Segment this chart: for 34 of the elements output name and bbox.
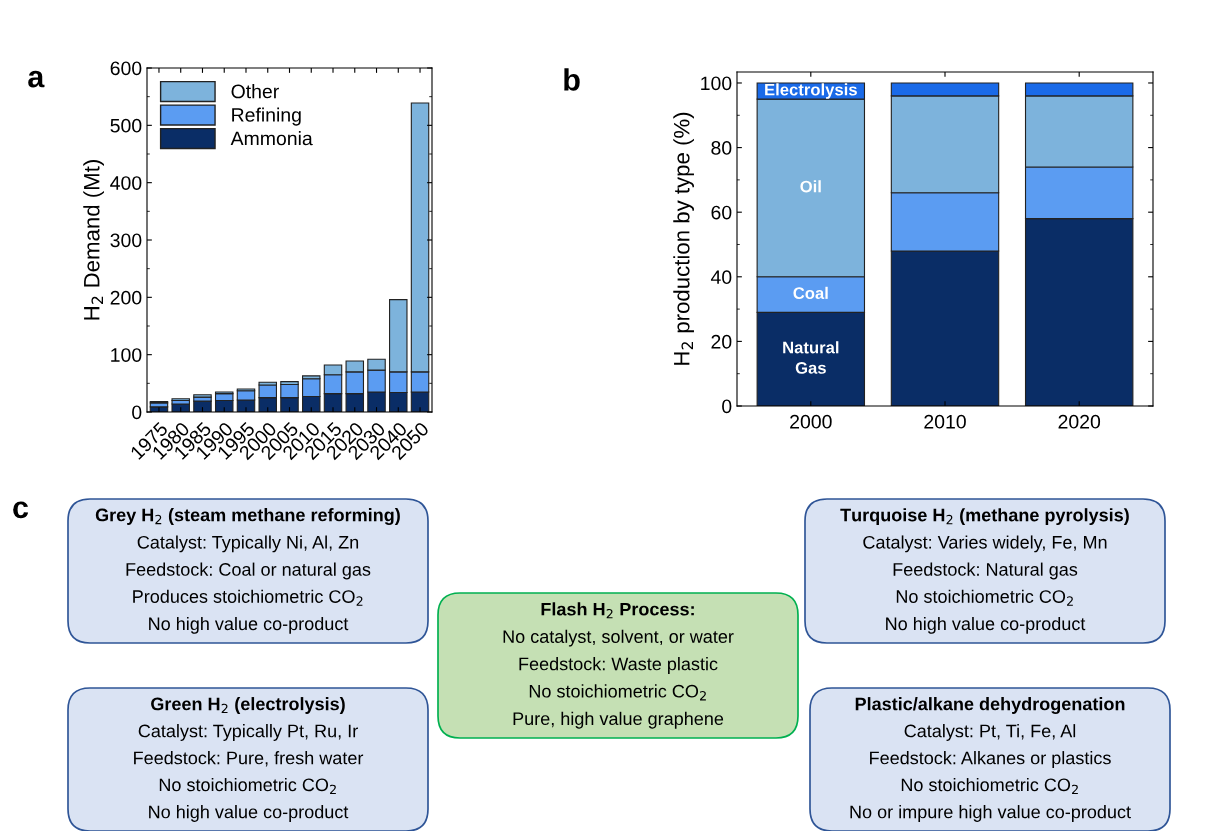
text: Flash H$_{2}$ Process: No catalyst, solvent, or water Feedstock: Waste plastic No stoichiometric CO$_{2}$ Pure, high value graphene (503, 602, 734, 729)
y-tick-label: 500 (110, 118, 142, 133)
y-tick-label: 400 (110, 176, 142, 190)
text: Grey H$_{2}$ (steam methane reforming) Catalyst: Typically Ni, Al, Zn Feedstock: Coal or natural gas Produces stoichiometric CO$_{2}$ No high value co-product (95, 508, 400, 634)
y-tick-label: 80 (711, 141, 732, 155)
series-label: Electrolysis (765, 83, 857, 99)
series-label: Oil (800, 180, 821, 193)
y-tick-label: 40 (710, 270, 732, 285)
text: c (13, 501, 29, 519)
text: Turquoise H$_{2}$ (methane pyrolysis) Catalyst: Varies widely, Fe, Mn Feedstock: Natural gas No stoichiometric CO$_{2}$ No high value co-product (840, 508, 1129, 634)
y-tick-label: 20 (711, 334, 732, 349)
legend-label: Ammonia (230, 131, 313, 146)
y-tick-label: 100 (701, 76, 732, 91)
chart-title: a (28, 70, 45, 88)
y-tick-label: 600 (110, 61, 142, 76)
y-tick-label: 200 (110, 290, 142, 305)
text: Green H$_{2}$ (electrolysis) Catalyst: Typically Pt, Ru, Ir Feedstock: Pure, fresh water No stoichiometric CO$_{2}$ No high value co-product (134, 697, 364, 822)
series-label: Natural Gas (783, 341, 839, 374)
x-tick-label: 2010 (924, 414, 966, 429)
y-axis-title: H$_{2}$ Demand (Mt) (83, 160, 104, 320)
text: Plastic/alkane dehydrogenation Catalyst: Pt, Ti, Fe, Al Feedstock: Alkanes or plastics No stoichiometric CO$_{2}$ No or impure high value co-product (850, 697, 1131, 822)
legend-label: Other (231, 84, 279, 99)
x-tick-label: 2020 (1058, 414, 1101, 429)
chart-title: b (564, 68, 580, 91)
y-axis-title: H$_{2}$ production by type (%) (673, 112, 694, 365)
y-tick-label: 300 (110, 233, 142, 248)
legend-label: Refining (232, 107, 301, 126)
x-tick-label: 2000 (790, 414, 832, 429)
y-tick-label: 0 (722, 399, 732, 414)
y-tick-label: 0 (132, 405, 142, 420)
y-tick-label: 100 (111, 348, 142, 362)
bar (193, 394, 212, 398)
y-tick-label: 60 (711, 205, 732, 220)
series-label: Coal (793, 286, 828, 300)
